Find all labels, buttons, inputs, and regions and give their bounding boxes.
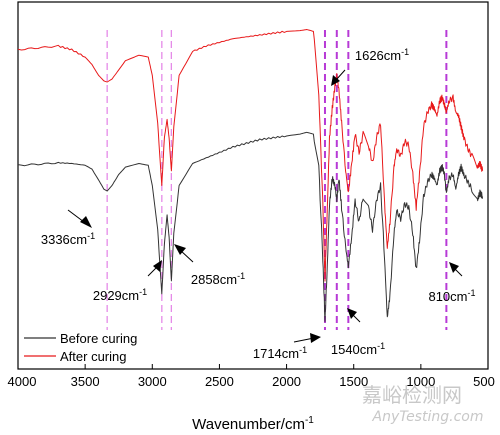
legend-label-before: Before curing: [60, 331, 137, 346]
x-tick-label: 500: [473, 374, 495, 389]
annotation-3336: 3336cm-1: [41, 209, 95, 247]
series-before-curing: [17, 131, 484, 322]
annotation-2858: 2858cm-1: [174, 244, 245, 287]
x-tick-label: 2500: [205, 374, 234, 389]
x-tick-label: 4000: [8, 374, 37, 389]
plot-frame: [17, 1, 489, 370]
x-axis-ticks: 4000 3500 3000 2500 2000 1500 1000 500: [8, 364, 495, 389]
svg-text:1714cm-1: 1714cm-1: [253, 345, 307, 361]
x-tick-label: 2000: [272, 374, 301, 389]
svg-text:3336cm-1: 3336cm-1: [41, 231, 95, 247]
svg-text:810cm-1: 810cm-1: [428, 288, 475, 304]
annotation-1626: 1626cm-1: [331, 47, 409, 86]
svg-text:2858cm-1: 2858cm-1: [191, 271, 245, 287]
x-axis-label: Wavenumber/cm-1: [192, 415, 314, 433]
series-after-curing: [17, 29, 484, 282]
legend: Before curing After curing: [24, 331, 137, 364]
svg-text:嘉峪检测网: 嘉峪检测网: [362, 383, 462, 407]
annotation-810: 810cm-1: [428, 262, 476, 304]
svg-text:1626cm-1: 1626cm-1: [355, 47, 409, 63]
x-tick-label: 3500: [71, 374, 100, 389]
annotation-1714: 1714cm-1: [253, 333, 321, 361]
watermark: 嘉峪检测网 AnyTesting.com: [362, 383, 483, 425]
marker-lines: [106, 30, 448, 330]
series-layer: [17, 29, 484, 322]
svg-text:AnyTesting.com: AnyTesting.com: [372, 409, 484, 425]
x-tick-label: 3000: [138, 374, 167, 389]
x-tick-label: 1500: [339, 374, 368, 389]
annotation-2929: 2929cm-1: [93, 260, 162, 303]
legend-label-after: After curing: [60, 349, 126, 364]
svg-text:1540cm-1: 1540cm-1: [331, 341, 385, 357]
annotation-1540: 1540cm-1: [331, 308, 385, 357]
x-tick-label: 1000: [406, 374, 435, 389]
svg-text:2929cm-1: 2929cm-1: [93, 287, 147, 303]
